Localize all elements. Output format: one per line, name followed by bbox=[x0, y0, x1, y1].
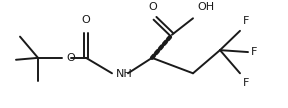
Text: O: O bbox=[149, 2, 157, 12]
Text: O: O bbox=[66, 53, 75, 63]
Text: F: F bbox=[243, 16, 249, 26]
Text: F: F bbox=[243, 78, 249, 88]
Text: NH: NH bbox=[116, 69, 133, 79]
Text: OH: OH bbox=[197, 2, 214, 12]
Text: F: F bbox=[251, 47, 257, 57]
Text: O: O bbox=[82, 15, 90, 25]
